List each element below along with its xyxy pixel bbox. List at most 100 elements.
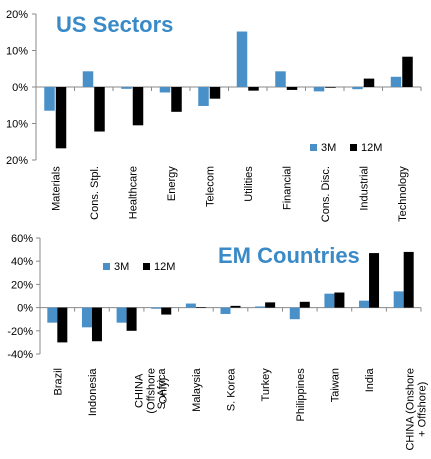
x-tick-label-text: CHINA (Onshore+ Offshore) — [405, 368, 429, 451]
legend-swatch-3m — [310, 144, 317, 151]
x-tick-label-text: Materials — [50, 166, 62, 211]
bar-3m — [220, 307, 231, 314]
x-tick-label: Financial — [281, 166, 293, 210]
bar-12m — [209, 87, 221, 99]
x-tick-label-line: Indonesia — [87, 368, 99, 417]
x-tick-label: S. Africa — [156, 368, 168, 410]
bar-3m — [116, 307, 127, 323]
bar-3m — [352, 87, 363, 90]
x-tick-label-text: India — [364, 368, 376, 393]
y-tick-label: 40% — [11, 256, 33, 268]
x-tick-label-text: Brazil — [52, 368, 64, 396]
x-tick-label: Telecom — [204, 166, 216, 207]
bar-12m — [286, 87, 298, 90]
bar-3m — [47, 307, 58, 323]
x-tick-label: Utilities — [243, 166, 255, 202]
x-tick-label: Technology — [397, 166, 409, 222]
x-tick-label-text: Indonesia — [87, 368, 99, 417]
x-tick-label: Cons. Stpl. — [89, 166, 101, 220]
x-tick-label-line: Technology — [397, 166, 409, 222]
bar-3m — [121, 87, 132, 89]
x-tick-label-line: Cons. Disc. — [320, 166, 332, 222]
y-tick-label: 0% — [12, 82, 28, 94]
bar-12m — [402, 56, 413, 87]
x-tick-label-text: Financial — [281, 166, 293, 210]
x-tick-label-text: Technology — [397, 166, 409, 222]
x-tick-label: Philippines — [295, 368, 307, 422]
bar-12m — [369, 253, 380, 308]
x-tick-label: CHINA (Onshore+ Offshore) — [405, 368, 429, 451]
x-tick-label: Cons. Disc. — [320, 166, 332, 222]
x-tick-label-text: S. Korea — [226, 368, 238, 412]
x-tick-label-line: Turkey — [260, 368, 272, 402]
bar-12m — [171, 87, 182, 112]
y-tick-label: 20% — [6, 155, 28, 167]
x-tick-label-line: Industrial — [358, 166, 370, 211]
x-tick-label: Turkey — [260, 368, 272, 402]
bar-12m — [55, 87, 67, 149]
bar-12m — [334, 292, 345, 308]
x-tick-label-line: Financial — [281, 166, 293, 210]
x-tick-label-line: Healthcare — [127, 166, 139, 219]
x-tick-label-line: Only) — [158, 378, 170, 404]
x-tick-label-line: S. Korea — [226, 368, 238, 412]
chart-title: US Sectors — [56, 12, 173, 37]
x-tick-label: Industrial — [358, 166, 370, 211]
bar-12m — [126, 307, 137, 331]
x-tick-label-line: Malaysia — [191, 368, 203, 412]
x-tick-label-text: CHINA(OffshoreOnly) — [134, 368, 170, 414]
legend-swatch-12m — [350, 144, 357, 151]
bar-12m — [248, 87, 259, 91]
legend-label-3m: 3M — [321, 142, 336, 154]
x-tick-label-line: Telecom — [204, 166, 216, 207]
bar-12m — [91, 307, 102, 342]
y-tick-label: 20% — [6, 9, 28, 21]
x-tick-label-line: Materials — [50, 166, 62, 211]
bar-3m — [393, 291, 404, 308]
x-tick-label-text: Industrial — [358, 166, 370, 211]
x-tick-label-line: Utilities — [243, 166, 255, 202]
x-tick-label-line: (Offshore — [146, 368, 158, 414]
x-tick-label-line: Brazil — [52, 368, 64, 396]
x-tick-label: Indonesia — [87, 368, 99, 417]
legend-swatch-3m — [103, 263, 110, 270]
y-tick-label: 20% — [11, 279, 33, 291]
x-tick-label: India — [364, 368, 376, 393]
x-tick-label-line: + Offshore) — [417, 382, 429, 437]
bar-3m — [82, 71, 94, 87]
x-tick-label-line: Cons. Stpl. — [89, 166, 101, 220]
bar-3m — [81, 307, 92, 328]
bar-3m — [236, 31, 248, 87]
bar-12m — [403, 251, 414, 308]
x-tick-label-line: India — [364, 368, 376, 393]
x-tick-label-text: Malaysia — [191, 368, 203, 412]
bar-12m — [57, 307, 68, 343]
x-tick-label-line: Taiwan — [329, 368, 341, 402]
x-tick-label-line: CHINA — [134, 373, 146, 408]
bar-3m — [313, 87, 325, 92]
bar-3m — [159, 87, 171, 93]
bar-3m — [390, 76, 402, 87]
y-tick-label: 10% — [6, 46, 28, 58]
x-tick-label-text: Philippines — [295, 368, 307, 422]
bar-3m — [359, 300, 370, 308]
x-tick-label: S. Korea — [226, 368, 238, 412]
bar-3m — [185, 303, 196, 308]
x-tick-label-line: Philippines — [295, 368, 307, 422]
bar-12m — [325, 87, 336, 88]
x-tick-label-text: Turkey — [260, 368, 272, 402]
bar-3m — [255, 306, 266, 308]
chart-title: EM Countries — [218, 243, 360, 268]
bar-12m — [299, 301, 310, 308]
x-tick-label-text: Cons. Disc. — [320, 166, 332, 222]
y-tick-label: 0% — [17, 303, 33, 315]
x-tick-label-text: S. Africa — [156, 368, 168, 410]
x-tick-label-text: Utilities — [243, 166, 255, 202]
x-tick-label-line: CHINA (Onshore — [405, 368, 417, 451]
x-tick-label-text: Taiwan — [329, 368, 341, 402]
bar-12m — [94, 87, 105, 132]
x-tick-label: Taiwan — [329, 368, 341, 402]
x-tick-label-text: Energy — [166, 166, 178, 201]
